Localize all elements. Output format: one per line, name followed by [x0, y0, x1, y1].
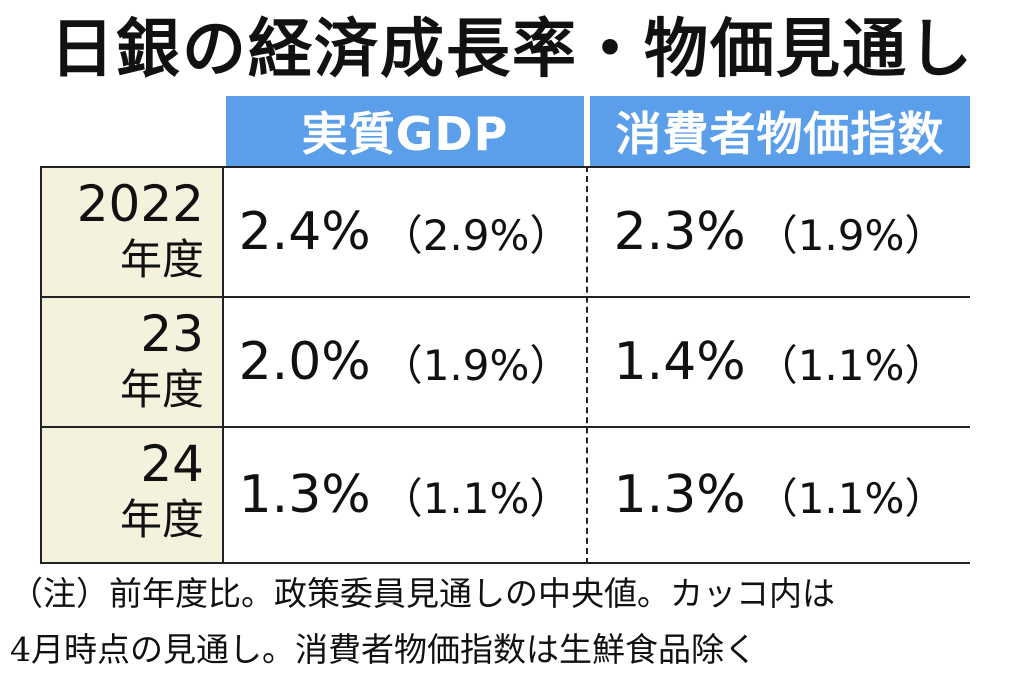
row-year: 2022 — [76, 175, 204, 233]
cpi-previous-value: （1.1%） — [755, 473, 947, 523]
row-unit: 年度 — [119, 495, 204, 544]
cpi-previous-value: （1.9%） — [755, 210, 947, 260]
cpi-previous-value: （1.1%） — [755, 340, 947, 390]
footnote-line: （注）前年度比。政策委員見通しの中央値。カッコ内は — [10, 574, 835, 613]
gdp-cell-24: 1.3% （1.1%） — [226, 428, 584, 562]
table-rule — [40, 426, 970, 428]
cpi-cell-23: 1.4% （1.1%） — [590, 298, 970, 426]
gdp-value: 2.4% — [238, 202, 371, 262]
gdp-cell-23: 2.0% （1.9%） — [226, 298, 584, 426]
cpi-value: 1.4% — [613, 332, 746, 392]
gdp-value: 2.0% — [238, 332, 371, 392]
table-rule — [40, 562, 970, 564]
row-year: 23 — [140, 305, 204, 363]
row-year: 24 — [140, 435, 204, 493]
cpi-value: 1.3% — [613, 465, 746, 525]
row-unit: 年度 — [119, 365, 204, 414]
footnote-line: 4月時点の見通し。消費者物価指数は生鮮食品除く — [10, 630, 757, 669]
cpi-cell-2022: 2.3% （1.9%） — [590, 168, 970, 296]
table-rule — [40, 166, 970, 168]
gdp-cell-2022: 2.4% （2.9%） — [226, 168, 584, 296]
row-header-2022: 2022 年度 — [40, 166, 224, 298]
gdp-previous-value: （2.9%） — [380, 210, 572, 260]
column-header-gdp: 実質GDP — [226, 96, 584, 166]
chart-title: 日銀の経済成長率・物価見通し — [50, 13, 974, 87]
forecast-table: 実質GDP 消費者物価指数 2022 年度 23 年度 24 年度 2.4% （2… — [40, 96, 970, 566]
row-header-23: 23 年度 — [40, 296, 224, 428]
gdp-previous-value: （1.9%） — [380, 340, 572, 390]
row-unit: 年度 — [119, 235, 204, 284]
column-header-cpi: 消費者物価指数 — [590, 96, 970, 166]
row-header-24: 24 年度 — [40, 426, 224, 564]
cpi-cell-24: 1.3% （1.1%） — [590, 428, 970, 562]
cpi-value: 2.3% — [613, 202, 746, 262]
gdp-value: 1.3% — [238, 465, 371, 525]
footnote: （注）前年度比。政策委員見通しの中央値。カッコ内は 4月時点の見通し。消費者物価… — [10, 566, 1014, 678]
table-rule — [40, 296, 970, 298]
column-divider — [586, 166, 588, 564]
gdp-previous-value: （1.1%） — [380, 473, 572, 523]
